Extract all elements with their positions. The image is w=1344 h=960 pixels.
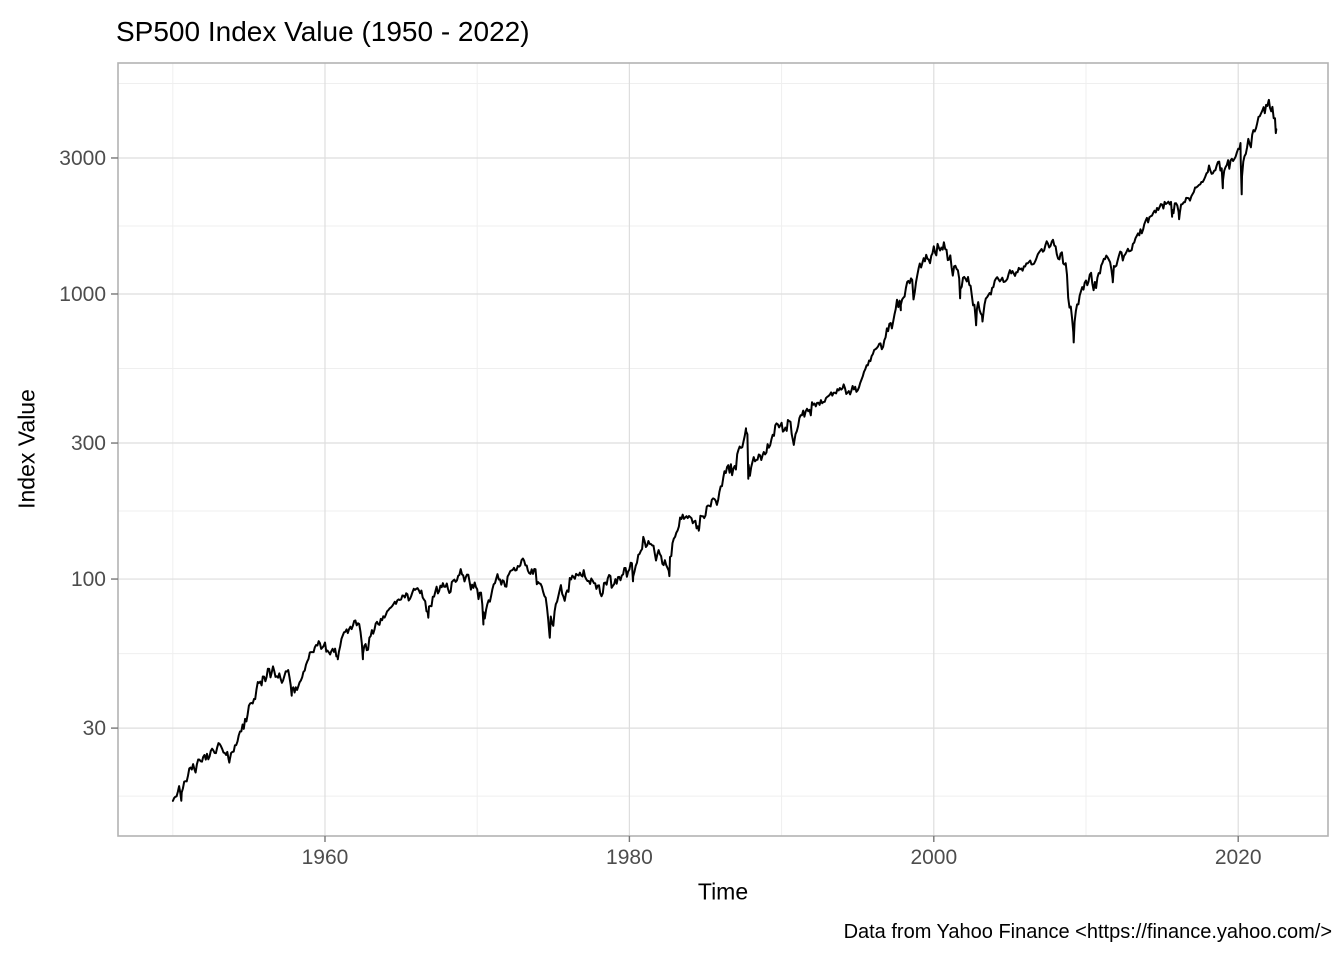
- chart-title: SP500 Index Value (1950 - 2022): [116, 16, 530, 47]
- x-tick-label: 2000: [910, 846, 957, 869]
- y-tick-label: 100: [71, 568, 106, 591]
- x-tick-label: 1960: [302, 846, 349, 869]
- x-tick-label: 1980: [606, 846, 653, 869]
- y-tick-label: 300: [71, 432, 106, 455]
- y-tick-label: 3000: [59, 147, 106, 170]
- data-source-caption: Data from Yahoo Finance <https://finance…: [843, 921, 1332, 943]
- sp500-series-line: [171, 98, 1278, 802]
- x-axis-title: Time: [697, 878, 749, 905]
- y-tick-label: 1000: [59, 283, 106, 306]
- panel-border: [117, 62, 1329, 837]
- panel-background: [118, 63, 1328, 836]
- x-tick-label: 2020: [1215, 846, 1262, 869]
- y-tick-label: 30: [83, 717, 106, 740]
